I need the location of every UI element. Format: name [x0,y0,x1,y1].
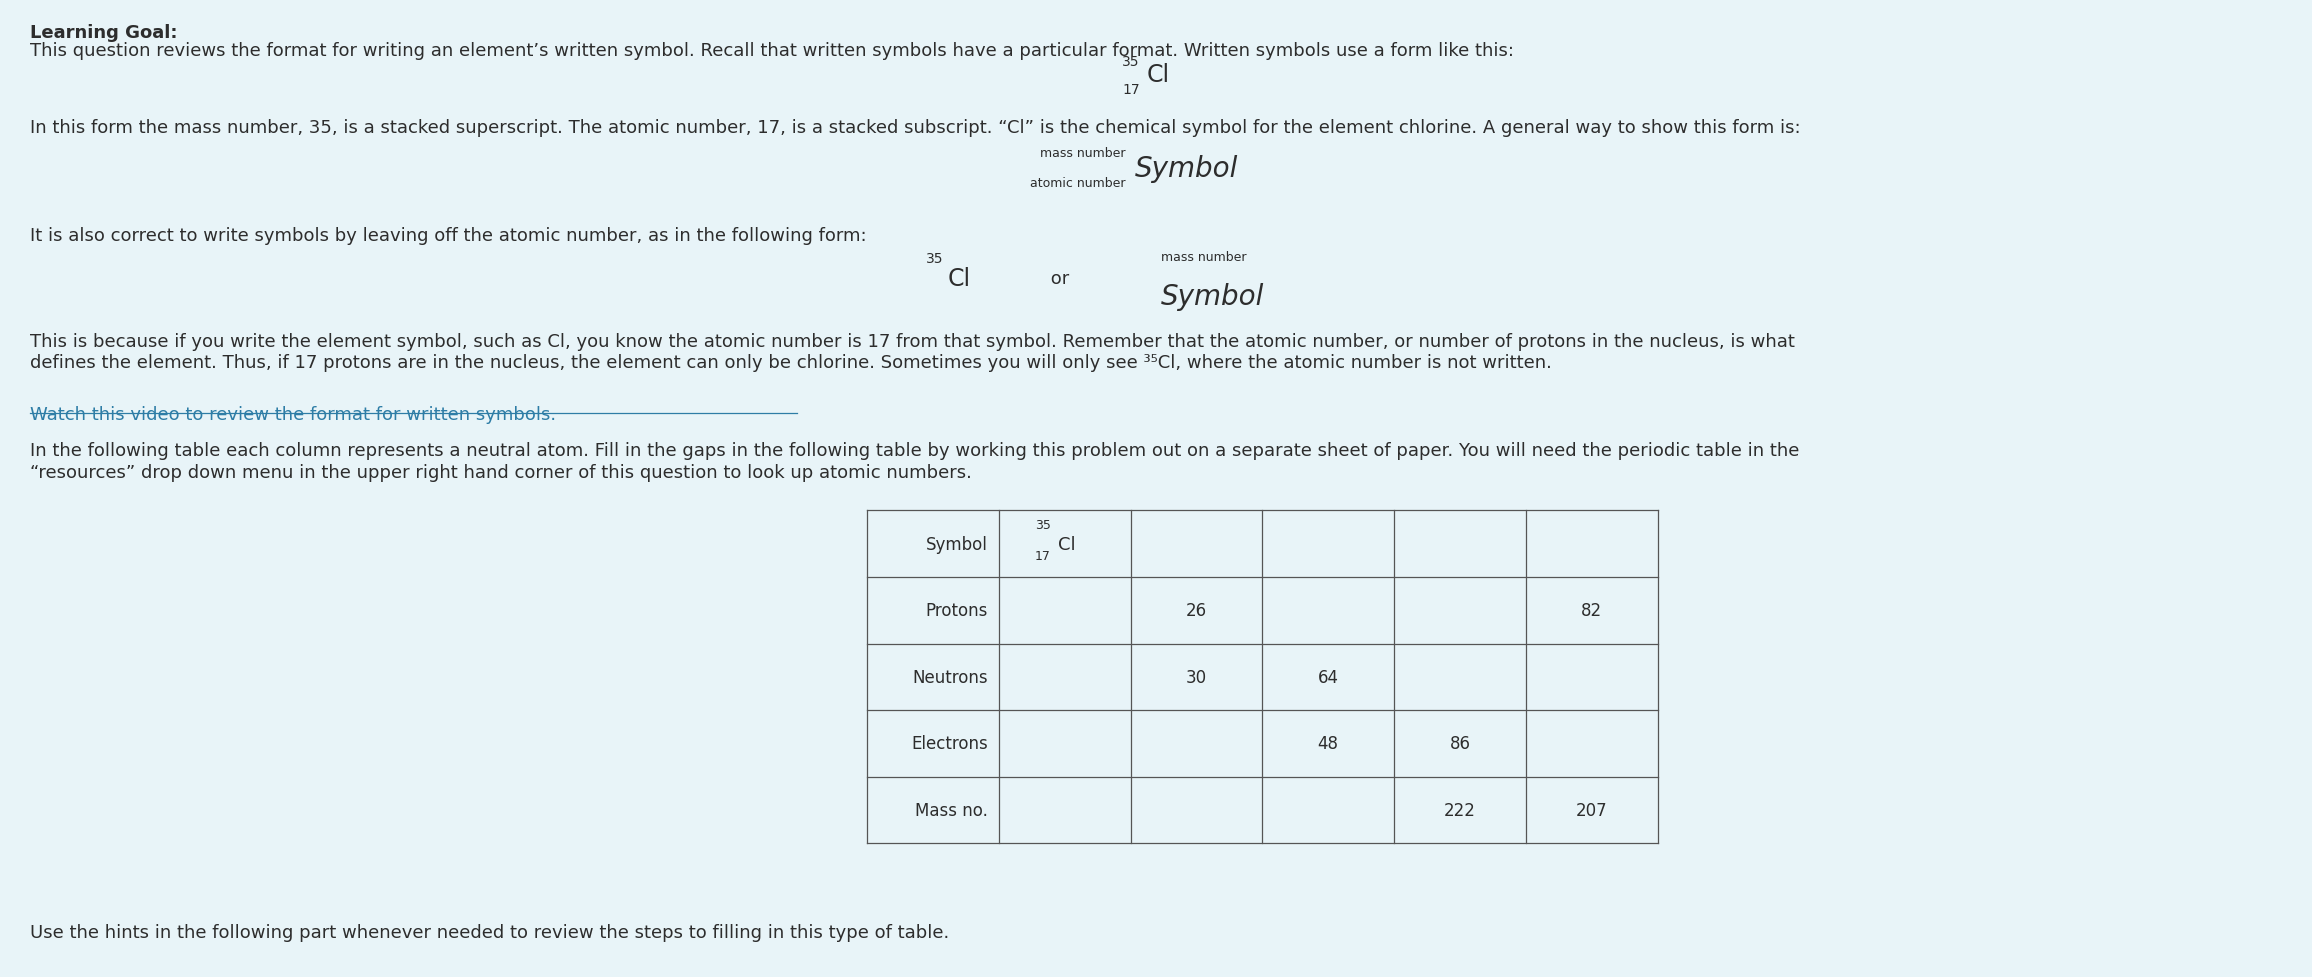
Text: 64: 64 [1318,668,1339,686]
Text: 17: 17 [1036,549,1052,562]
Text: 26: 26 [1186,602,1207,619]
Text: “resources” drop down menu in the upper right hand corner of this question to lo: “resources” drop down menu in the upper … [30,463,971,481]
Text: In this form the mass number, 35, is a stacked superscript. The atomic number, 1: In this form the mass number, 35, is a s… [30,119,1801,137]
Text: 35: 35 [1121,56,1140,69]
Text: Cl: Cl [1059,535,1075,553]
Text: Symbol: Symbol [927,535,987,553]
Text: Neutrons: Neutrons [913,668,987,686]
Text: atomic number: atomic number [1031,177,1126,190]
Text: In the following table each column represents a neutral atom. Fill in the gaps i: In the following table each column repre… [30,442,1799,459]
Text: 35: 35 [1036,519,1052,531]
Text: Watch this video to review the format for written symbols.: Watch this video to review the format fo… [30,405,557,423]
Text: Cl: Cl [1147,64,1170,87]
Text: 30: 30 [1186,668,1207,686]
Text: mass number: mass number [1161,251,1246,264]
Text: It is also correct to write symbols by leaving off the atomic number, as in the : It is also correct to write symbols by l… [30,227,867,244]
Text: Protons: Protons [925,602,987,619]
Text: 17: 17 [1121,83,1140,97]
Text: Cl: Cl [948,267,971,290]
Text: Symbol: Symbol [1161,282,1265,311]
Text: 82: 82 [1581,602,1602,619]
Text: Symbol: Symbol [1135,155,1239,183]
Text: Use the hints in the following part whenever needed to review the steps to filli: Use the hints in the following part when… [30,923,950,941]
Text: 207: 207 [1577,801,1607,819]
Text: Mass no.: Mass no. [916,801,987,819]
Text: Learning Goal:: Learning Goal: [30,24,178,42]
Text: defines the element. Thus, if 17 protons are in the nucleus, the element can onl: defines the element. Thus, if 17 protons… [30,354,1551,371]
Text: mass number: mass number [1040,148,1126,160]
Text: Electrons: Electrons [911,735,987,752]
Text: 35: 35 [925,252,943,266]
Text: This is because if you write the element symbol, such as Cl, you know the atomic: This is because if you write the element… [30,332,1794,350]
Text: This question reviews the format for writing an element’s written symbol. Recall: This question reviews the format for wri… [30,42,1514,60]
Text: 222: 222 [1445,801,1475,819]
Text: 86: 86 [1450,735,1470,752]
Text: 48: 48 [1318,735,1339,752]
Text: or: or [1045,270,1075,287]
